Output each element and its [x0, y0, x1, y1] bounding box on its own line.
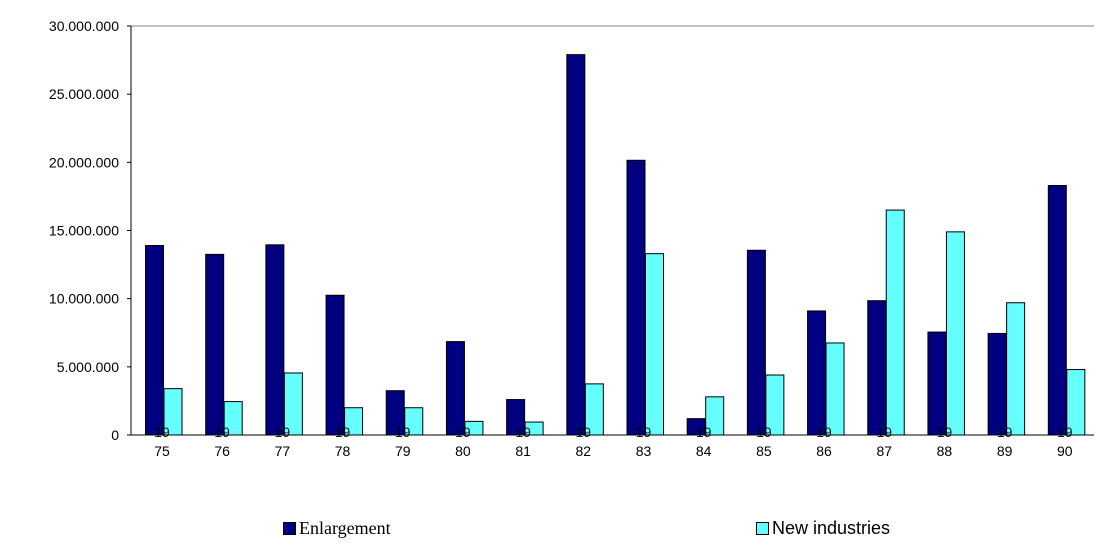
bar-enlargement — [807, 310, 827, 436]
overlay-label: 19 — [937, 424, 953, 440]
x-tick-label: 83 — [636, 443, 652, 459]
x-tick-label: 81 — [515, 443, 531, 459]
overlay-label: 19 — [275, 424, 291, 440]
x-tick-label: 86 — [816, 443, 832, 459]
bar-new-industries — [825, 342, 845, 436]
x-tick-label: 88 — [937, 443, 953, 459]
overlay-label: 19 — [335, 424, 351, 440]
bar-enlargement — [325, 294, 345, 436]
overlay-label: 19 — [816, 424, 832, 440]
y-tick-label: 10.000.000 — [49, 291, 119, 307]
bar-new-industries — [765, 374, 785, 436]
overlay-label: 19 — [636, 424, 652, 440]
x-tick-label: 79 — [395, 443, 411, 459]
overlay-label: 19 — [876, 424, 892, 440]
bar-new-industries — [404, 407, 424, 436]
x-tick-label: 77 — [275, 443, 291, 459]
x-tick-label: 84 — [696, 443, 712, 459]
overlay-label: 19 — [696, 424, 712, 440]
y-tick-label: 25.000.000 — [49, 86, 119, 102]
bar-new-industries — [223, 401, 243, 436]
bar-new-industries — [945, 231, 965, 436]
legend-label-new-industries: New industries — [772, 518, 891, 538]
bar-enlargement — [566, 54, 586, 436]
y-tick-label: 15.000.000 — [49, 223, 119, 239]
overlay-label: 19 — [997, 424, 1013, 440]
bar-enlargement — [867, 300, 887, 436]
y-tick-label: 30.000.000 — [49, 18, 119, 34]
bar-new-industries — [524, 421, 544, 436]
bar-new-industries — [344, 407, 364, 436]
overlay-label: 19 — [576, 424, 592, 440]
x-tick-label: 82 — [576, 443, 592, 459]
x-tick-label: 75 — [154, 443, 170, 459]
overlay-label: 19 — [214, 424, 230, 440]
overlay-label: 19 — [756, 424, 772, 440]
bar-enlargement — [1047, 185, 1067, 436]
x-tick-label: 76 — [214, 443, 230, 459]
bar-new-industries — [1006, 302, 1026, 436]
legend-item-new-industries: New industries — [756, 518, 890, 539]
bar-new-industries — [885, 209, 905, 436]
bar-enlargement — [145, 244, 164, 436]
legend-item-enlargement: Enlargement — [283, 518, 391, 539]
y-tick-label: 0 — [111, 427, 119, 443]
bar-new-industries — [283, 372, 303, 436]
overlay-label: 19 — [395, 424, 411, 440]
bar-enlargement — [506, 399, 526, 436]
y-tick-label: 5.000.000 — [57, 359, 119, 375]
overlay-label: 19 — [455, 424, 471, 440]
bar-new-industries — [584, 383, 604, 436]
bar-enlargement — [927, 331, 947, 436]
bar-enlargement — [205, 253, 225, 436]
legend-label-enlargement: Enlargement — [299, 518, 391, 538]
x-tick-label: 85 — [756, 443, 772, 459]
x-tick-label: 89 — [997, 443, 1013, 459]
bar-enlargement — [445, 341, 465, 436]
labels-layer: 19 75 19 76 19 77 19 78 19 79 19 80 19 81 19 82 19 83 19 84… — [154, 424, 1073, 459]
bar-enlargement — [987, 332, 1007, 436]
y-tick-label: 20.000.000 — [49, 154, 119, 170]
overlay-label: 19 — [154, 424, 170, 440]
bars-layer — [145, 54, 1086, 436]
bar-enlargement — [746, 249, 766, 436]
x-tick-label: 90 — [1057, 443, 1073, 459]
overlay-label: 19 — [515, 424, 531, 440]
legend-swatch-new-industries — [756, 522, 769, 535]
x-tick-label: 78 — [335, 443, 351, 459]
bar-new-industries — [645, 253, 664, 436]
bar-new-industries — [1066, 369, 1086, 436]
bar-new-industries — [163, 388, 183, 436]
legend-swatch-enlargement — [283, 522, 296, 535]
x-tick-label: 80 — [455, 443, 471, 459]
bar-enlargement — [626, 159, 646, 436]
overlay-label: 19 — [1057, 424, 1073, 440]
bar-enlargement — [265, 244, 285, 436]
bar-new-industries — [464, 420, 484, 436]
bar-new-industries — [705, 396, 725, 436]
x-tick-label: 87 — [876, 443, 892, 459]
